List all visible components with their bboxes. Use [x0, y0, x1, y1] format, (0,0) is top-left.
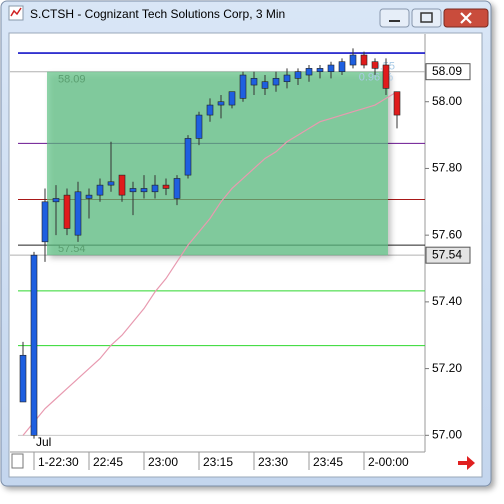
candle-body — [371, 61, 379, 69]
candle-body — [129, 188, 137, 193]
candle-body — [283, 74, 291, 83]
x-tick-label: 2-00:00 — [368, 455, 409, 469]
x-tick-label: 22:45 — [93, 455, 123, 469]
candle-body — [30, 254, 38, 436]
candle-body — [96, 184, 104, 196]
candle-body — [74, 191, 82, 236]
candle-body — [294, 71, 302, 79]
x-tick-label: 23:45 — [313, 455, 343, 469]
candle-body — [349, 54, 357, 66]
candle-body — [305, 68, 313, 76]
window-icon-glyph — [10, 7, 22, 17]
price-marker-box — [425, 246, 471, 264]
candle-body — [239, 74, 247, 99]
candle-body — [316, 68, 324, 72]
y-tick-label: 57.00 — [432, 427, 462, 441]
candle-body — [360, 54, 368, 66]
price-marker-label: 58.09 — [432, 64, 462, 78]
y-tick-label: 58.00 — [432, 94, 462, 108]
candle-body — [272, 78, 280, 86]
minimize-button[interactable] — [379, 8, 410, 28]
price-marker-label: 57.54 — [432, 247, 462, 261]
candle-body — [162, 184, 170, 189]
candle-body — [228, 91, 236, 106]
month-annotation: Jul — [36, 435, 51, 449]
close-glyph — [460, 12, 472, 24]
range-top-label: 58.09 — [58, 74, 86, 86]
candle-body — [41, 201, 49, 243]
candle-body — [184, 138, 192, 176]
candle-body — [63, 194, 71, 229]
y-tick-label: 57.60 — [432, 227, 462, 241]
window-title: S.CTSH - Cognizant Tech Solutions Corp, … — [30, 7, 285, 21]
candle-body — [206, 104, 214, 116]
candle-body — [85, 194, 93, 199]
moving-average — [22, 91, 398, 436]
x-tick-label: 23:00 — [148, 455, 178, 469]
candle-body — [140, 188, 148, 193]
candle-body — [173, 178, 181, 199]
candle-body — [195, 114, 203, 139]
candle-body — [338, 61, 346, 72]
candle-body — [107, 181, 115, 186]
range-box — [47, 71, 388, 256]
maximize-glyph — [420, 12, 433, 23]
candle-body — [327, 64, 335, 72]
maximize-button[interactable] — [411, 8, 442, 28]
candle-body — [217, 101, 225, 106]
candle-body — [19, 354, 27, 403]
range-bottom-label: 57.54 — [58, 243, 86, 255]
corner-box[interactable] — [11, 453, 24, 469]
y-tick-label: 57.80 — [432, 161, 462, 175]
candle-body — [52, 198, 60, 203]
x-tick-label: 23:30 — [258, 455, 288, 469]
candle-body — [382, 64, 390, 89]
x-tick-label: 1-22:30 — [38, 455, 79, 469]
y-tick-label: 57.20 — [432, 361, 462, 375]
x-tick-label: 23:15 — [203, 455, 233, 469]
y-tick-label: 57.40 — [432, 294, 462, 308]
scroll-arrow[interactable] — [458, 456, 475, 470]
candle-body — [393, 91, 401, 116]
candle-body — [151, 184, 159, 193]
candle-body — [118, 174, 126, 196]
price-marker-box — [425, 63, 471, 81]
candle-body — [250, 78, 258, 86]
candle-body — [261, 81, 269, 89]
